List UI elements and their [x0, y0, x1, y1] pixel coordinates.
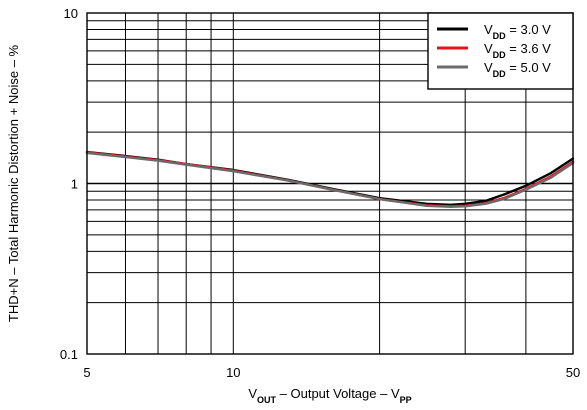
- x-tick-label: 10: [226, 365, 240, 380]
- data-series: [85, 150, 575, 208]
- y-tick-label: 10: [64, 6, 78, 21]
- y-tick-label: 1: [71, 177, 78, 192]
- series-line-3: [85, 151, 575, 208]
- legend-label-3: VDD = 5.0 V: [484, 60, 551, 79]
- x-tick-label: 5: [83, 365, 90, 380]
- legend-box: [427, 12, 574, 90]
- y-axis-label: THD+N – Total Harmonic Distortion + Nois…: [6, 44, 21, 322]
- legend-label-2: VDD = 3.6 V: [484, 41, 551, 60]
- y-tick-label: 0.1: [60, 347, 78, 362]
- tick-labels: 5 10 50 0.1 1 10: [60, 6, 580, 380]
- plot-frame: [86, 12, 574, 355]
- x-axis-label: VOUT – Output Voltage – VPP: [248, 386, 411, 405]
- legend-label-1: VDD = 3.0 V: [484, 22, 551, 41]
- x-tick-label: 50: [566, 365, 580, 380]
